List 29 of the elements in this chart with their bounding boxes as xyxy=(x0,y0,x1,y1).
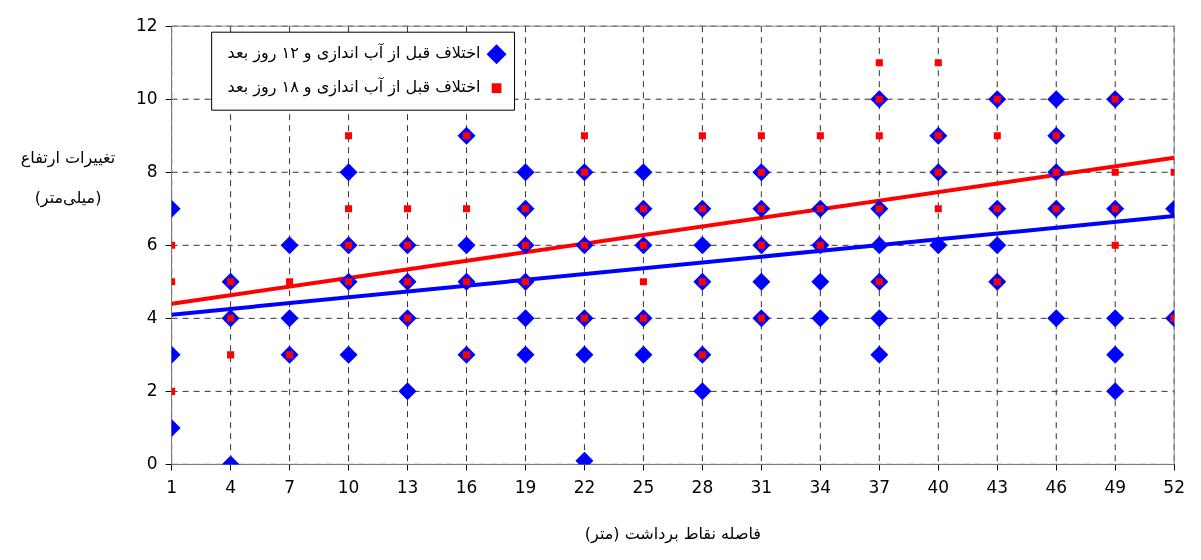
x-tick-label: 46 xyxy=(1045,477,1068,498)
y-tick-label: 8 xyxy=(146,160,158,181)
x-tick-label: 40 xyxy=(927,477,950,498)
y-tick-label: 0 xyxy=(146,452,158,473)
x-tick-label: 4 xyxy=(225,477,237,498)
x-tick-label: 28 xyxy=(691,477,714,498)
x-axis-title: فاصله نقاط برداشت (متر) xyxy=(584,523,761,544)
text: تغییرات ارتفاع (میلی‌متر) xyxy=(20,148,116,207)
x-tick-label: 43 xyxy=(986,477,1009,498)
x-tick-label: 31 xyxy=(750,477,773,498)
y-tick-label: 4 xyxy=(146,306,158,327)
x-tick-label: 7 xyxy=(284,477,295,498)
legend-label: اختلاف قبل از آب اندازی و ۱۸ روز بعد xyxy=(227,77,481,98)
x-tick-label: 22 xyxy=(573,477,596,498)
x-tick-label: 13 xyxy=(396,477,419,498)
x-tick-label: 25 xyxy=(632,477,655,498)
x-tick-label: 10 xyxy=(337,477,360,498)
x-tick-label: 49 xyxy=(1104,477,1127,498)
y-tick-label: 2 xyxy=(146,379,158,400)
x-tick-label: 34 xyxy=(809,477,832,498)
x-tick-label: 52 xyxy=(1163,477,1185,498)
x-tick-label: 37 xyxy=(868,477,891,498)
x-tick-label: 1 xyxy=(166,477,178,498)
legend-label: اختلاف قبل از آب اندازی و ۱۲ روز بعد xyxy=(227,43,481,64)
y-tick-label: 12 xyxy=(135,14,158,35)
y-tick-label: 6 xyxy=(146,233,158,254)
x-tick-label: 19 xyxy=(514,477,537,498)
y-tick-label: 10 xyxy=(135,87,158,108)
x-tick-label: 16 xyxy=(455,477,478,498)
